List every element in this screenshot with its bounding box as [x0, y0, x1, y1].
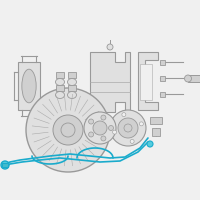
- Circle shape: [89, 132, 94, 137]
- Bar: [2, 163, 8, 167]
- Polygon shape: [90, 52, 130, 112]
- Ellipse shape: [22, 69, 36, 103]
- Bar: [160, 60, 165, 64]
- Circle shape: [118, 118, 138, 138]
- Circle shape: [93, 121, 107, 135]
- Ellipse shape: [56, 78, 64, 86]
- Bar: [56, 72, 64, 78]
- Bar: [150, 117, 162, 124]
- Circle shape: [61, 123, 75, 137]
- Circle shape: [184, 75, 192, 82]
- Bar: [160, 92, 165, 97]
- Circle shape: [1, 161, 9, 169]
- Circle shape: [107, 44, 113, 50]
- Circle shape: [122, 113, 126, 117]
- Circle shape: [124, 124, 132, 132]
- Circle shape: [101, 136, 106, 141]
- Circle shape: [130, 139, 134, 143]
- Circle shape: [53, 115, 83, 145]
- Polygon shape: [138, 52, 158, 110]
- Bar: [18, 62, 40, 110]
- Circle shape: [139, 122, 143, 126]
- Ellipse shape: [68, 92, 76, 98]
- Ellipse shape: [56, 92, 64, 98]
- Bar: [160, 75, 165, 80]
- Circle shape: [101, 115, 106, 120]
- Bar: [56, 85, 64, 91]
- Circle shape: [113, 130, 117, 134]
- Circle shape: [84, 112, 116, 144]
- Circle shape: [26, 88, 110, 172]
- Bar: [152, 128, 160, 136]
- Circle shape: [147, 141, 153, 147]
- Bar: [68, 85, 76, 91]
- Circle shape: [89, 119, 94, 124]
- Circle shape: [108, 126, 114, 130]
- Bar: [140, 64, 152, 100]
- Circle shape: [110, 110, 146, 146]
- Bar: [188, 75, 200, 82]
- Ellipse shape: [68, 78, 76, 86]
- Bar: [68, 72, 76, 78]
